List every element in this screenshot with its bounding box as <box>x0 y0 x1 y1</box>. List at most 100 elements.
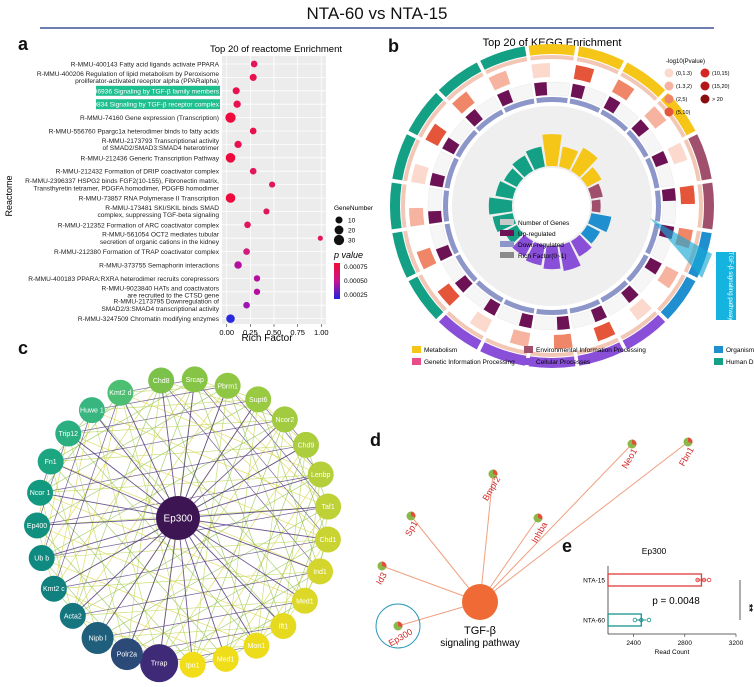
ppi-edge <box>227 385 321 475</box>
reactome-point <box>317 235 323 241</box>
ppi-edge <box>40 474 321 494</box>
kegg-tick-band <box>403 230 421 273</box>
reactome-term-line: R-MMU-2173793 Transcriptional activity <box>102 138 220 145</box>
ppi-node <box>243 632 270 659</box>
ppi-edge <box>227 385 306 601</box>
kegg-category-segment <box>408 276 444 320</box>
kegg-category-legend-swatch <box>412 358 421 365</box>
ppi-node <box>81 622 114 655</box>
ppi-node-label: Ep400 <box>27 523 47 530</box>
kegg-pvalue-bar <box>437 283 460 306</box>
ppi-node-label: Chd1 <box>320 537 337 544</box>
ppi-edge <box>40 444 307 494</box>
kegg-callout-label: TGF-β signaling pathway <box>727 252 734 322</box>
reactome-term-label: R-MMU-173481 SKI/SKIL binds SMAD complex,… <box>97 205 219 219</box>
kegg-category-legend-label: Organismal Systems <box>726 347 754 354</box>
ppi-edge <box>41 539 328 559</box>
reactome-term-line: R-MMU-9023840 HATs and coactivators <box>101 285 219 292</box>
reactome-point <box>253 288 261 295</box>
ppi-hub-edge <box>177 444 307 519</box>
reactome-xlabel: Rich Factor <box>241 333 293 344</box>
reactome-title: Top 20 of reactome Enrichment <box>210 44 342 55</box>
ppi-edge <box>97 600 305 639</box>
ppi-node-label: Lenbp <box>311 472 331 479</box>
kegg-pvalue-bar <box>573 65 595 83</box>
ppi-edge <box>194 379 284 627</box>
ppi-node <box>212 645 239 672</box>
ppi-node <box>37 448 64 475</box>
kegg-rich-factor-bar <box>570 147 598 178</box>
reactome-term-label: R-MMU-373755 Semaphorin interactions <box>99 263 220 270</box>
kegg-pvalue-legend-label: (2,5) <box>676 97 687 103</box>
pvalue-colorbar <box>334 263 340 299</box>
kegg-tick-band <box>620 311 658 340</box>
kegg-pvalue-bar <box>425 123 447 147</box>
reactome-xtick-label: 0.25 <box>243 328 258 337</box>
ppi-node <box>24 512 51 539</box>
ppi-hub-edge <box>119 392 179 519</box>
ppi-edge <box>53 410 93 589</box>
ppi-hub-edge <box>37 517 179 526</box>
ppi-edge <box>160 380 329 540</box>
kegg-category-segment <box>392 134 416 181</box>
kegg-tick-band <box>403 139 421 182</box>
ep300-replicate-point <box>639 617 644 623</box>
kegg-pvalue-bar <box>629 298 652 321</box>
ppi-edge <box>97 379 196 639</box>
ppi-hub-edge <box>160 380 179 519</box>
kegg-center-legend-swatch <box>500 241 514 247</box>
kegg-rich-factor-bar <box>525 146 545 170</box>
reactome-point <box>234 261 242 269</box>
kegg-tick-band <box>485 337 528 355</box>
reactome-term-label: R-MMU-556760 Ppargc1a heterodimer binds … <box>49 129 220 136</box>
kegg-down-bar <box>654 190 661 222</box>
ppi-node <box>140 644 179 683</box>
ppi-edge <box>67 433 128 655</box>
ppi-node <box>307 558 334 585</box>
kegg-center-legend-label: Up-regulated <box>518 231 556 238</box>
ep300-pvalue: p = 0.0048 <box>652 596 700 607</box>
ppi-node <box>291 587 318 614</box>
ppi-edge <box>282 444 307 627</box>
kegg-up-bar <box>428 210 443 224</box>
ppi-node-label: Chd9 <box>298 442 315 449</box>
kegg-pvalue-bar <box>509 329 531 347</box>
reactome-term-line: Transthyretin tetramer, PDGFA homodimer,… <box>33 185 219 192</box>
kegg-tick-band <box>683 139 701 182</box>
ppi-hub-edge <box>177 379 196 519</box>
kegg-up-bar <box>534 82 548 97</box>
reactome-term-label: R-MMU-9006936 Signaling by TGF-β family … <box>61 88 219 95</box>
ppi-edge <box>120 392 306 602</box>
ppi-node-label: Srcap <box>186 377 204 384</box>
ppi-node <box>110 638 143 671</box>
kegg-callout-box <box>716 252 736 320</box>
pvalue-legend-label: 0.00050 <box>344 278 368 285</box>
ppi-node-label: Acta2 <box>64 613 82 620</box>
kegg-up-bar <box>570 83 586 100</box>
ppi-edge <box>72 474 321 617</box>
kegg-down-bar <box>569 299 601 314</box>
ppi-edge <box>68 380 162 434</box>
ppi-node <box>27 479 54 506</box>
reactome-term-line: R-MMU-212436 Generic Transcription Pathw… <box>80 155 219 162</box>
ppi-node <box>107 379 134 406</box>
ppi-edge <box>50 444 307 462</box>
kegg-up-bar <box>651 151 669 168</box>
kegg-down-bar <box>626 129 649 158</box>
ep300-replicate-point <box>701 577 707 583</box>
ppi-node <box>270 612 297 639</box>
ppi-edge <box>53 571 321 590</box>
tgfb-gene-node-slice <box>493 469 498 476</box>
kegg-up-bar <box>483 298 501 316</box>
ppi-edge <box>194 379 329 507</box>
kegg-rich-factor-bar <box>570 234 592 257</box>
kegg-rich-factor-bar <box>543 245 561 270</box>
ep300-significance: ** <box>743 604 754 612</box>
kegg-circos-chart: Top 20 of KEGG Enrichment Number of Gene… <box>390 37 754 368</box>
ppi-hub-edge <box>50 461 179 519</box>
ppi-node-label: Med1 <box>296 598 314 605</box>
kegg-up-bar <box>644 257 662 275</box>
reactome-point <box>226 314 235 323</box>
ppi-node-label: Mon1 <box>248 643 266 650</box>
kegg-down-bar <box>444 223 459 255</box>
